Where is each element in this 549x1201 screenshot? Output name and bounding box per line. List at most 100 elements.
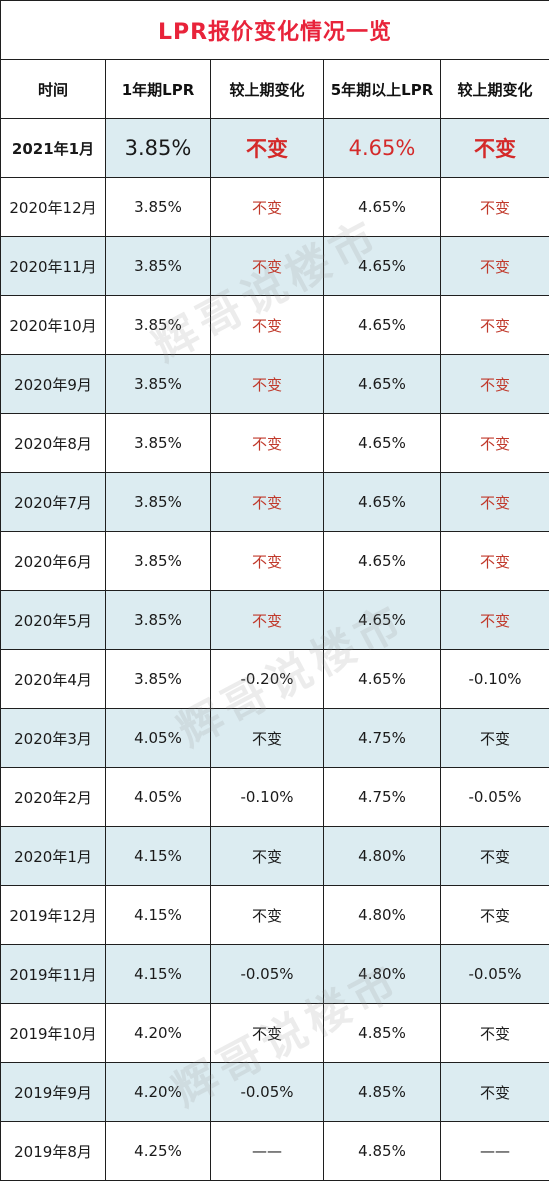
row-change5: 不变	[439, 295, 549, 355]
row-change5: 不变	[439, 531, 549, 591]
table-row: 2020年8月 3.85% 不变 4.65% 不变	[0, 413, 549, 473]
table-row: 2020年10月 3.85% 不变 4.65% 不变	[0, 295, 549, 355]
row-lpr5: 4.65%	[323, 177, 441, 237]
row-change1: 不变	[210, 885, 324, 945]
row-lpr1: 3.85%	[105, 649, 211, 709]
table-row: 2020年6月 3.85% 不变 4.65% 不变	[0, 531, 549, 591]
row-lpr1: 4.05%	[105, 767, 211, 827]
row-date: 2019年8月	[0, 1121, 106, 1181]
row-date: 2019年9月	[0, 1062, 106, 1122]
row-change5: 不变	[439, 708, 549, 768]
table-row: 2020年4月 3.85% -0.20% 4.65% -0.10%	[0, 649, 549, 709]
header-lpr1: 1年期LPR	[105, 59, 211, 119]
row-lpr5: 4.85%	[323, 1121, 441, 1181]
table-row: 2020年12月 3.85% 不变 4.65% 不变	[0, 177, 549, 237]
row-lpr5: 4.65%	[323, 354, 441, 414]
row-date: 2020年11月	[0, 236, 106, 296]
row-change1: 不变	[210, 708, 324, 768]
row-change1: 不变	[210, 1003, 324, 1063]
table-title: LPR报价变化情况一览	[0, 0, 549, 60]
row-date: 2020年9月	[0, 354, 106, 414]
table-row: 2019年10月 4.20% 不变 4.85% 不变	[0, 1003, 549, 1063]
row-lpr1: 4.25%	[105, 1121, 211, 1181]
row-change5: 不变	[439, 118, 549, 178]
row-change5: 不变	[439, 1003, 549, 1063]
row-lpr1: 3.85%	[105, 590, 211, 650]
row-lpr5: 4.65%	[323, 649, 441, 709]
row-lpr5: 4.80%	[323, 826, 441, 886]
header-change1: 较上期变化	[210, 59, 324, 119]
row-lpr5: 4.85%	[323, 1062, 441, 1122]
table-row: 2019年11月 4.15% -0.05% 4.80% -0.05%	[0, 944, 549, 1004]
row-lpr1: 3.85%	[105, 236, 211, 296]
row-lpr1: 4.15%	[105, 885, 211, 945]
table-row: 2019年12月 4.15% 不变 4.80% 不变	[0, 885, 549, 945]
row-date: 2020年4月	[0, 649, 106, 709]
row-lpr5: 4.85%	[323, 1003, 441, 1063]
row-lpr5: 4.65%	[323, 295, 441, 355]
row-lpr5: 4.65%	[323, 531, 441, 591]
row-lpr5: 4.65%	[323, 590, 441, 650]
row-change1: 不变	[210, 413, 324, 473]
row-lpr1: 3.85%	[105, 354, 211, 414]
row-lpr1: 3.85%	[105, 531, 211, 591]
row-change5: 不变	[439, 177, 549, 237]
header-change5: 较上期变化	[439, 59, 549, 119]
row-lpr5: 4.75%	[323, 767, 441, 827]
row-change5: 不变	[439, 826, 549, 886]
row-change5: 不变	[439, 885, 549, 945]
row-change1: 不变	[210, 472, 324, 532]
header-lpr5: 5年期以上LPR	[323, 59, 441, 119]
row-change5: -0.05%	[439, 767, 549, 827]
row-change1: -0.05%	[210, 1062, 324, 1122]
row-date: 2019年11月	[0, 944, 106, 1004]
row-change1: -0.20%	[210, 649, 324, 709]
row-change1: 不变	[210, 354, 324, 414]
row-change5: -0.10%	[439, 649, 549, 709]
header-date: 时间	[0, 59, 106, 119]
row-lpr1: 4.20%	[105, 1062, 211, 1122]
row-date: 2020年3月	[0, 708, 106, 768]
row-change5: 不变	[439, 354, 549, 414]
table-row: 2020年5月 3.85% 不变 4.65% 不变	[0, 590, 549, 650]
row-change5: 不变	[439, 413, 549, 473]
row-change1: 不变	[210, 236, 324, 296]
row-lpr1: 3.85%	[105, 472, 211, 532]
row-date: 2020年2月	[0, 767, 106, 827]
row-change5: 不变	[439, 236, 549, 296]
row-lpr5: 4.65%	[323, 413, 441, 473]
table-row: 2020年11月 3.85% 不变 4.65% 不变	[0, 236, 549, 296]
row-lpr1: 3.85%	[105, 413, 211, 473]
row-change5: 不变	[439, 1062, 549, 1122]
row-date: 2021年1月	[0, 118, 106, 178]
row-date: 2019年12月	[0, 885, 106, 945]
row-lpr1: 4.05%	[105, 708, 211, 768]
table-row: 2020年1月 4.15% 不变 4.80% 不变	[0, 826, 549, 886]
row-change1: 不变	[210, 177, 324, 237]
row-lpr1: 4.15%	[105, 944, 211, 1004]
header-row: 时间 1年期LPR 较上期变化 5年期以上LPR 较上期变化	[0, 59, 549, 119]
table-row: 2019年8月 4.25% —— 4.85% ——	[0, 1121, 549, 1181]
row-change5: 不变	[439, 472, 549, 532]
row-change1: ——	[210, 1121, 324, 1181]
row-lpr5: 4.80%	[323, 944, 441, 1004]
row-date: 2019年10月	[0, 1003, 106, 1063]
table-row: 2020年3月 4.05% 不变 4.75% 不变	[0, 708, 549, 768]
row-lpr5: 4.75%	[323, 708, 441, 768]
row-lpr1: 4.20%	[105, 1003, 211, 1063]
table-row: 2020年9月 3.85% 不变 4.65% 不变	[0, 354, 549, 414]
table-row: 2019年9月 4.20% -0.05% 4.85% 不变	[0, 1062, 549, 1122]
row-date: 2020年5月	[0, 590, 106, 650]
row-lpr5: 4.65%	[323, 472, 441, 532]
row-lpr1: 3.85%	[105, 118, 211, 178]
row-change1: -0.10%	[210, 767, 324, 827]
row-lpr5: 4.65%	[323, 236, 441, 296]
row-change5: -0.05%	[439, 944, 549, 1004]
row-change1: 不变	[210, 531, 324, 591]
row-change1: 不变	[210, 590, 324, 650]
row-change1: -0.05%	[210, 944, 324, 1004]
row-date: 2020年1月	[0, 826, 106, 886]
row-lpr1: 3.85%	[105, 295, 211, 355]
table-row: 2020年2月 4.05% -0.10% 4.75% -0.05%	[0, 767, 549, 827]
